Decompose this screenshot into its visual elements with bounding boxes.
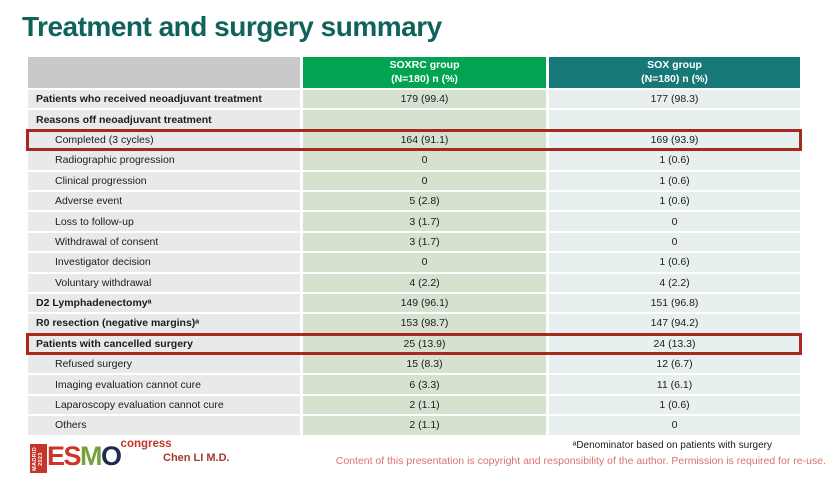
row-label: Completed (3 cycles) [28,130,300,150]
row-label: Investigator decision [28,253,300,272]
presenter-name: Chen LI M.D. [163,452,230,464]
table-row: Loss to follow-up 3 (1.7) 0 [28,212,800,231]
soxrc-value: 3 (1.7) [303,212,546,231]
row-label: Patients who received neoadjuvant treatm… [28,90,300,109]
table-row: Imaging evaluation cannot cure 6 (3.3) 11 … [28,375,800,394]
summary-table: SOXRC group (N=180) n (%) SOX group (N=1… [26,57,802,437]
sox-value: 0 [549,232,800,252]
table-row: Radiographic progression 0 1 (0.6) [28,151,800,170]
congress-label: congress [120,438,172,450]
sox-value: 1 (0.6) [549,191,800,211]
header-soxrc-line2: (N=180) n (%) [391,72,458,85]
madrid-2023-badge: MADRID 2023 [30,444,47,473]
soxrc-value: 2 (1.1) [303,416,546,435]
soxrc-value: 3 (1.7) [303,232,546,252]
table-row: Adverse event 5 (2.8) 1 (0.6) [28,191,800,211]
sox-value: 169 (93.9) [549,130,800,150]
sox-value: 11 (6.1) [549,375,800,394]
sox-value: 24 (13.3) [549,334,800,354]
table-row: Laparoscopy evaluation cannot cure 2 (1.1… [28,395,800,415]
table-row: Withdrawal of consent 3 (1.7) 0 [28,232,800,252]
sox-value: 0 [549,212,800,231]
table-row: Completed (3 cycles) 164 (91.1) 169 (93.9) [26,128,802,152]
sox-value: 1 (0.6) [549,253,800,272]
table-row: Reasons off neoadjuvant treatment [28,110,800,129]
soxrc-value: 0 [303,253,546,272]
header-soxrc-group: SOXRC group (N=180) n (%) [303,57,546,88]
sox-value: 0 [549,416,800,435]
soxrc-value: 149 (96.1) [303,293,546,313]
table-row: R0 resection (negative margins)ᵃ 153 (98.… [28,314,800,333]
soxrc-value: 2 (1.1) [303,395,546,415]
header-label-cell [28,57,300,88]
table-row: Patients who received neoadjuvant treatm… [28,90,800,109]
row-label: R0 resection (negative margins)ᵃ [28,314,300,333]
header-sox-line1: SOX group [647,58,702,71]
esmo-letter: S [63,441,82,471]
sox-value: 151 (96.8) [549,293,800,313]
sox-value: 1 (0.6) [549,395,800,415]
esmo-letter: E [47,441,65,471]
soxrc-value: 5 (2.8) [303,191,546,211]
row-label: Laparoscopy evaluation cannot cure [28,395,300,415]
soxrc-value: 25 (13.9) [303,334,546,354]
row-label: Refused surgery [28,355,300,374]
soxrc-value: 179 (99.4) [303,90,546,109]
table-row: Clinical progression 0 1 (0.6) [28,171,800,190]
row-label: Voluntary withdrawal [28,273,300,292]
row-label: Reasons off neoadjuvant treatment [28,110,300,129]
soxrc-value: 0 [303,171,546,190]
sox-value: 1 (0.6) [549,151,800,170]
row-label: Loss to follow-up [28,212,300,231]
sox-value: 147 (94.2) [549,314,800,333]
soxrc-value: 4 (2.2) [303,273,546,292]
sox-value: 4 (2.2) [549,273,800,292]
row-label: Others [28,416,300,435]
row-label: Imaging evaluation cannot cure [28,375,300,394]
esmo-letter: M [80,441,103,471]
soxrc-value: 15 (8.3) [303,355,546,374]
table-row: Investigator decision 0 1 (0.6) [28,253,800,272]
row-label: D2 Lymphadenectomyᵃ [28,293,300,313]
table-header-row: SOXRC group (N=180) n (%) SOX group (N=1… [28,57,800,88]
sox-value: 1 (0.6) [549,171,800,190]
table-row: Voluntary withdrawal 4 (2.2) 4 (2.2) [28,273,800,292]
copyright-notice: Content of this presentation is copyrigh… [335,455,826,467]
row-label: Radiographic progression [28,151,300,170]
madrid-2023-label: MADRID 2023 [32,446,45,471]
table-row: Refused surgery 15 (8.3) 12 (6.7) [28,355,800,374]
table-body: Patients who received neoadjuvant treatm… [26,90,802,435]
header-sox-line2: (N=180) n (%) [641,72,708,85]
row-label: Patients with cancelled surgery [28,334,300,354]
row-label: Adverse event [28,191,300,211]
sox-value [549,110,800,129]
sox-value: 177 (98.3) [549,90,800,109]
page-title: Treatment and surgery summary [22,11,442,42]
table-row: Others 2 (1.1) 0 [28,416,800,435]
table-row: Patients with cancelled surgery 25 (13.9)… [26,332,802,356]
table-footnote: ᵃDenominator based on patients with surg… [572,440,772,451]
row-label: Withdrawal of consent [28,232,300,252]
header-sox-group: SOX group (N=180) n (%) [549,57,800,88]
soxrc-value: 153 (98.7) [303,314,546,333]
soxrc-value: 6 (3.3) [303,375,546,394]
soxrc-value [303,110,546,129]
table-row: D2 Lymphadenectomyᵃ 149 (96.1) 151 (96.8) [28,293,800,313]
soxrc-value: 0 [303,151,546,170]
sox-value: 12 (6.7) [549,355,800,374]
soxrc-value: 164 (91.1) [303,130,546,150]
header-soxrc-line1: SOXRC group [389,58,460,71]
row-label: Clinical progression [28,171,300,190]
esmo-letter: O [101,441,122,471]
